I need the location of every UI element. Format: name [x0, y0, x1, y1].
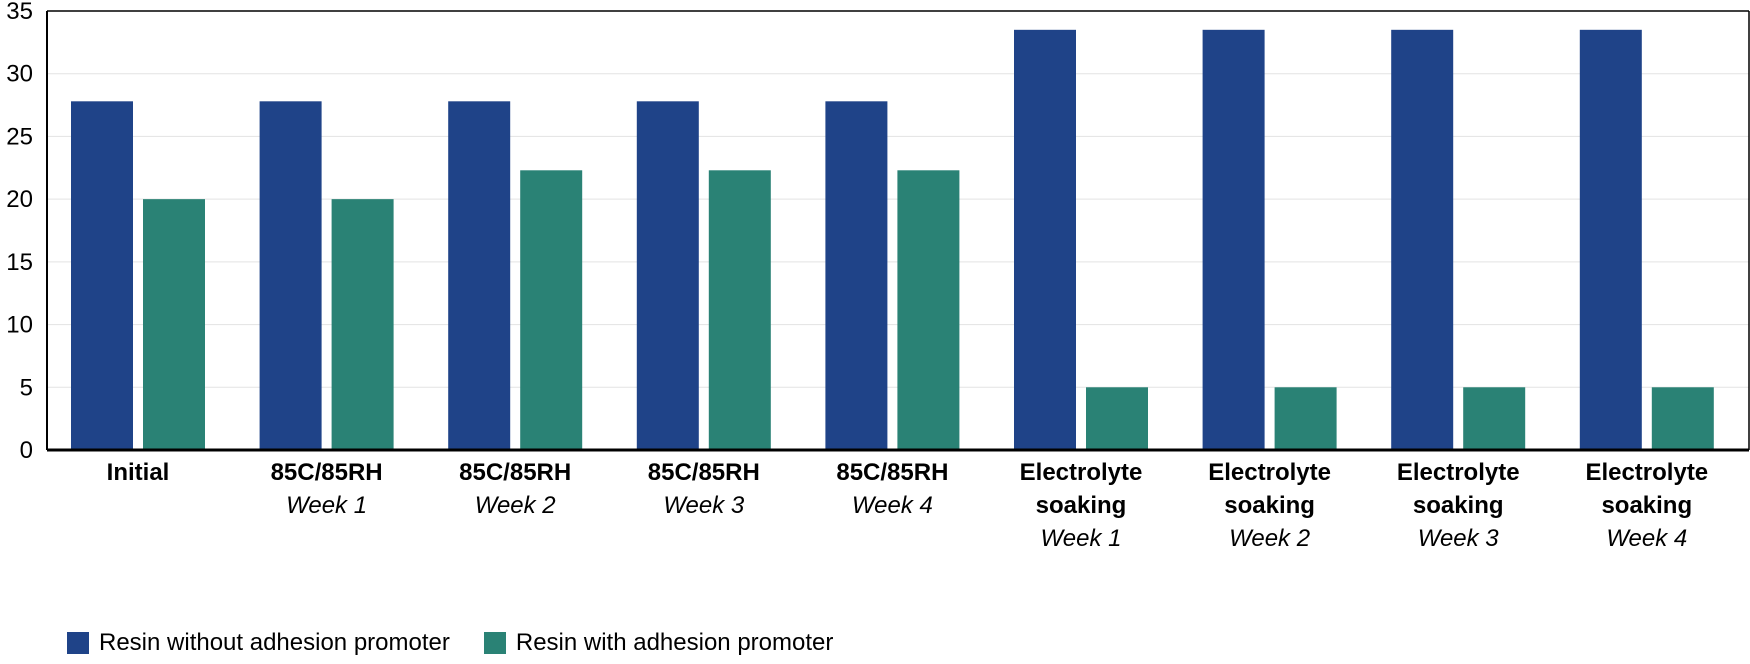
- bar-series0-cat1[interactable]: [259, 101, 322, 451]
- legend-label-without-promoter: Resin without adhesion promoter: [99, 629, 450, 656]
- bar-series0-cat2[interactable]: [448, 101, 511, 451]
- label-layer: 0 5 10 15 20 25 30 35 Initial 85C/85RH Week 1 85C/8…: [6, 0, 1708, 552]
- legend-item-without-promoter[interactable]: Resin without adhesion promoter: [67, 629, 450, 657]
- y-tick-label-30: 30: [6, 61, 33, 88]
- bar-series1-cat8[interactable]: [1651, 387, 1714, 450]
- y-tick-label-20: 20: [6, 186, 33, 213]
- x-category-sublabel-4: Week 4: [852, 492, 933, 519]
- axis-layer: [46, 10, 1750, 452]
- x-category-label-6-line0: Electrolyte: [1208, 459, 1331, 486]
- bar-series1-cat0[interactable]: [143, 199, 205, 450]
- x-category-label-0: Initial: [107, 459, 170, 486]
- bar-series1-cat5[interactable]: [1086, 387, 1148, 450]
- bar-series1-cat6[interactable]: [1274, 387, 1337, 450]
- legend-swatch-with-promoter: [483, 632, 506, 654]
- x-category-label-8-line0: Electrolyte: [1585, 459, 1708, 486]
- x-category-label-5-line1: soaking: [1036, 492, 1127, 519]
- x-category-label-3: 85C/85RH: [648, 459, 760, 486]
- bar-series0-cat6[interactable]: [1202, 29, 1265, 451]
- y-tick-label-0: 0: [20, 437, 33, 464]
- bar-series1-cat4[interactable]: [897, 170, 960, 450]
- bar-layer: [71, 29, 1714, 451]
- y-tick-label-5: 5: [20, 374, 33, 401]
- y-tick-label-10: 10: [6, 312, 33, 339]
- x-category-sublabel-1: Week 1: [286, 492, 367, 519]
- bar-series0-cat5[interactable]: [1014, 29, 1076, 451]
- x-category-sublabel-8: Week 4: [1606, 525, 1687, 552]
- y-tick-label-25: 25: [6, 123, 33, 150]
- x-category-sublabel-5: Week 1: [1041, 525, 1122, 552]
- bar-series0-cat8[interactable]: [1579, 29, 1642, 451]
- x-category-label-1: 85C/85RH: [271, 459, 383, 486]
- bar-series0-cat7[interactable]: [1391, 29, 1454, 451]
- x-category-sublabel-3: Week 3: [663, 492, 745, 519]
- x-category-label-8-line1: soaking: [1601, 492, 1692, 519]
- bar-series0-cat3[interactable]: [636, 101, 699, 451]
- legend-item-with-promoter[interactable]: Resin with adhesion promoter: [483, 629, 834, 657]
- bar-series1-cat1[interactable]: [331, 199, 394, 450]
- x-category-label-7-line1: soaking: [1413, 492, 1504, 519]
- x-category-label-2: 85C/85RH: [459, 459, 571, 486]
- bar-series0-cat4[interactable]: [825, 101, 888, 451]
- y-tick-label-15: 15: [6, 249, 33, 276]
- x-category-sublabel-2: Week 2: [475, 492, 556, 519]
- legend: Resin without adhesion promoter Resin wi…: [67, 628, 867, 658]
- x-category-label-6-line1: soaking: [1224, 492, 1315, 519]
- x-category-label-4: 85C/85RH: [836, 459, 948, 486]
- x-category-label-7-line0: Electrolyte: [1397, 459, 1520, 486]
- bar-series0-cat0[interactable]: [71, 101, 133, 451]
- y-tick-label-35: 35: [6, 0, 33, 25]
- x-category-sublabel-6: Week 2: [1229, 525, 1310, 552]
- bar-series1-cat3[interactable]: [708, 170, 771, 450]
- bar-series1-cat2[interactable]: [520, 170, 583, 450]
- x-category-sublabel-7: Week 3: [1418, 525, 1500, 552]
- bar-series1-cat7[interactable]: [1463, 387, 1526, 450]
- legend-label-with-promoter: Resin with adhesion promoter: [515, 629, 834, 656]
- legend-swatch-without-promoter: [67, 632, 89, 654]
- x-category-label-5-line0: Electrolyte: [1020, 459, 1143, 486]
